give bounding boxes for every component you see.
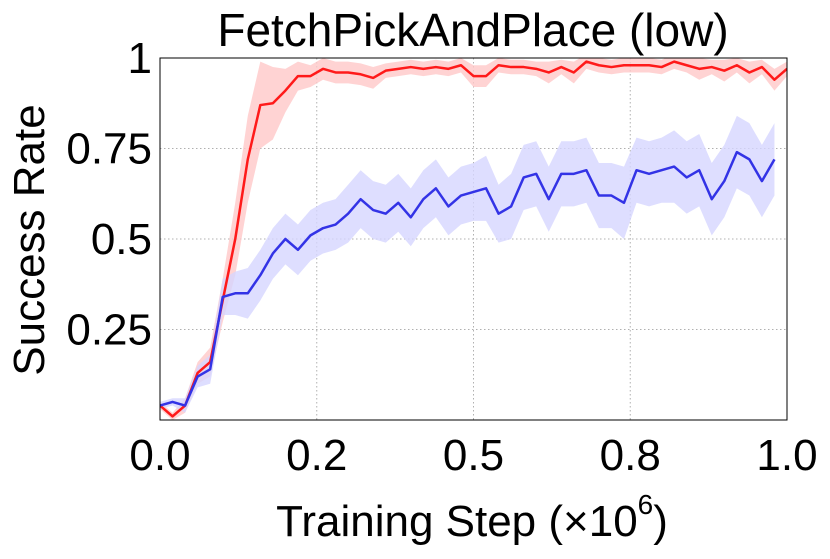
chart-title: FetchPickAndPlace (low) <box>217 4 728 56</box>
x-tick-label: 0.0 <box>129 431 190 480</box>
y-tick-label: 1 <box>128 34 152 83</box>
x-tick-label: 0.2 <box>286 431 347 480</box>
y-tick-label: 0.5 <box>91 215 152 264</box>
x-axis-label: Training Step (×106) <box>276 489 668 546</box>
y-tick-label: 0.25 <box>66 306 152 355</box>
x-tick-label: 0.8 <box>600 431 661 480</box>
x-tick-label: 1.0 <box>756 431 817 480</box>
series-line <box>160 60 787 418</box>
plot-frame <box>159 57 788 421</box>
y-tick-label: 0.75 <box>66 125 152 174</box>
x-axis-label-text: Training Step (×10 <box>276 497 638 546</box>
x-tick-label: 0.5 <box>443 431 504 480</box>
series-line <box>160 150 776 407</box>
x-axis-label-suffix: ) <box>653 497 668 546</box>
y-axis-label: Success Rate <box>5 104 54 375</box>
error-band <box>160 58 787 420</box>
plot-area <box>160 58 787 420</box>
error-band <box>160 115 775 413</box>
x-axis-label-exponent: 6 <box>638 489 654 520</box>
